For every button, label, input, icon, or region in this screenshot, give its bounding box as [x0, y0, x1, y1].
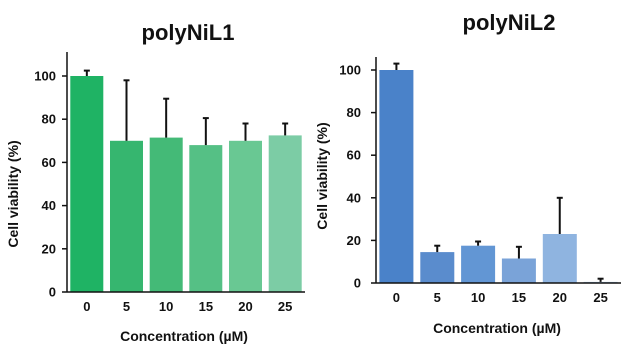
x-axis-label: Concentration (µM): [120, 328, 248, 344]
x-tick-label: 5: [434, 290, 441, 305]
y-tick-label: 20: [347, 233, 361, 248]
chart-panel-polynil1: polyNiL1 Cell viability (%) Concentratio…: [5, 20, 305, 344]
x-tick-label: 5: [123, 299, 130, 314]
y-tick-label: 80: [42, 112, 56, 127]
y-tick-label: 60: [42, 155, 56, 170]
x-axis-label: Concentration (µM): [433, 320, 561, 336]
x-tick-label: 25: [593, 290, 607, 305]
bar-20: [229, 140, 262, 292]
y-axis-label: Cell viability (%): [314, 122, 330, 229]
y-tick-label: 80: [347, 105, 361, 120]
bar-5: [110, 140, 143, 292]
x-tick-label: 0: [393, 290, 400, 305]
x-tick-label: 10: [159, 299, 173, 314]
chart-title: polyNiL1: [142, 20, 235, 45]
y-tick-label: 0: [49, 285, 56, 300]
x-tick-label: 0: [83, 299, 90, 314]
y-tick-label: 60: [347, 148, 361, 163]
bar-0: [70, 76, 104, 292]
bar-15: [189, 145, 223, 292]
x-tick-label: 20: [553, 290, 567, 305]
y-tick-label: 40: [347, 190, 361, 205]
x-tick-label: 15: [199, 299, 213, 314]
chart-title: polyNiL2: [463, 10, 556, 35]
bar-10: [461, 245, 496, 283]
y-tick-label: 100: [34, 69, 56, 84]
x-tick-label: 25: [278, 299, 292, 314]
y-tick-label: 100: [339, 63, 361, 78]
y-tick-label: 0: [354, 276, 361, 291]
x-tick-label: 15: [512, 290, 526, 305]
bar-5: [420, 252, 455, 283]
y-tick-label: 20: [42, 241, 56, 256]
bar-15: [501, 258, 536, 283]
y-axis-label: Cell viability (%): [5, 140, 21, 247]
bar-0: [379, 70, 414, 283]
bar-10: [149, 137, 183, 292]
x-tick-label: 10: [471, 290, 485, 305]
chart-panel-polynil2: polyNiL2 Cell viability (%) Concentratio…: [314, 10, 621, 336]
bar-20: [542, 234, 577, 283]
x-tick-label: 20: [238, 299, 252, 314]
y-tick-label: 40: [42, 198, 56, 213]
bar-25: [268, 135, 302, 292]
